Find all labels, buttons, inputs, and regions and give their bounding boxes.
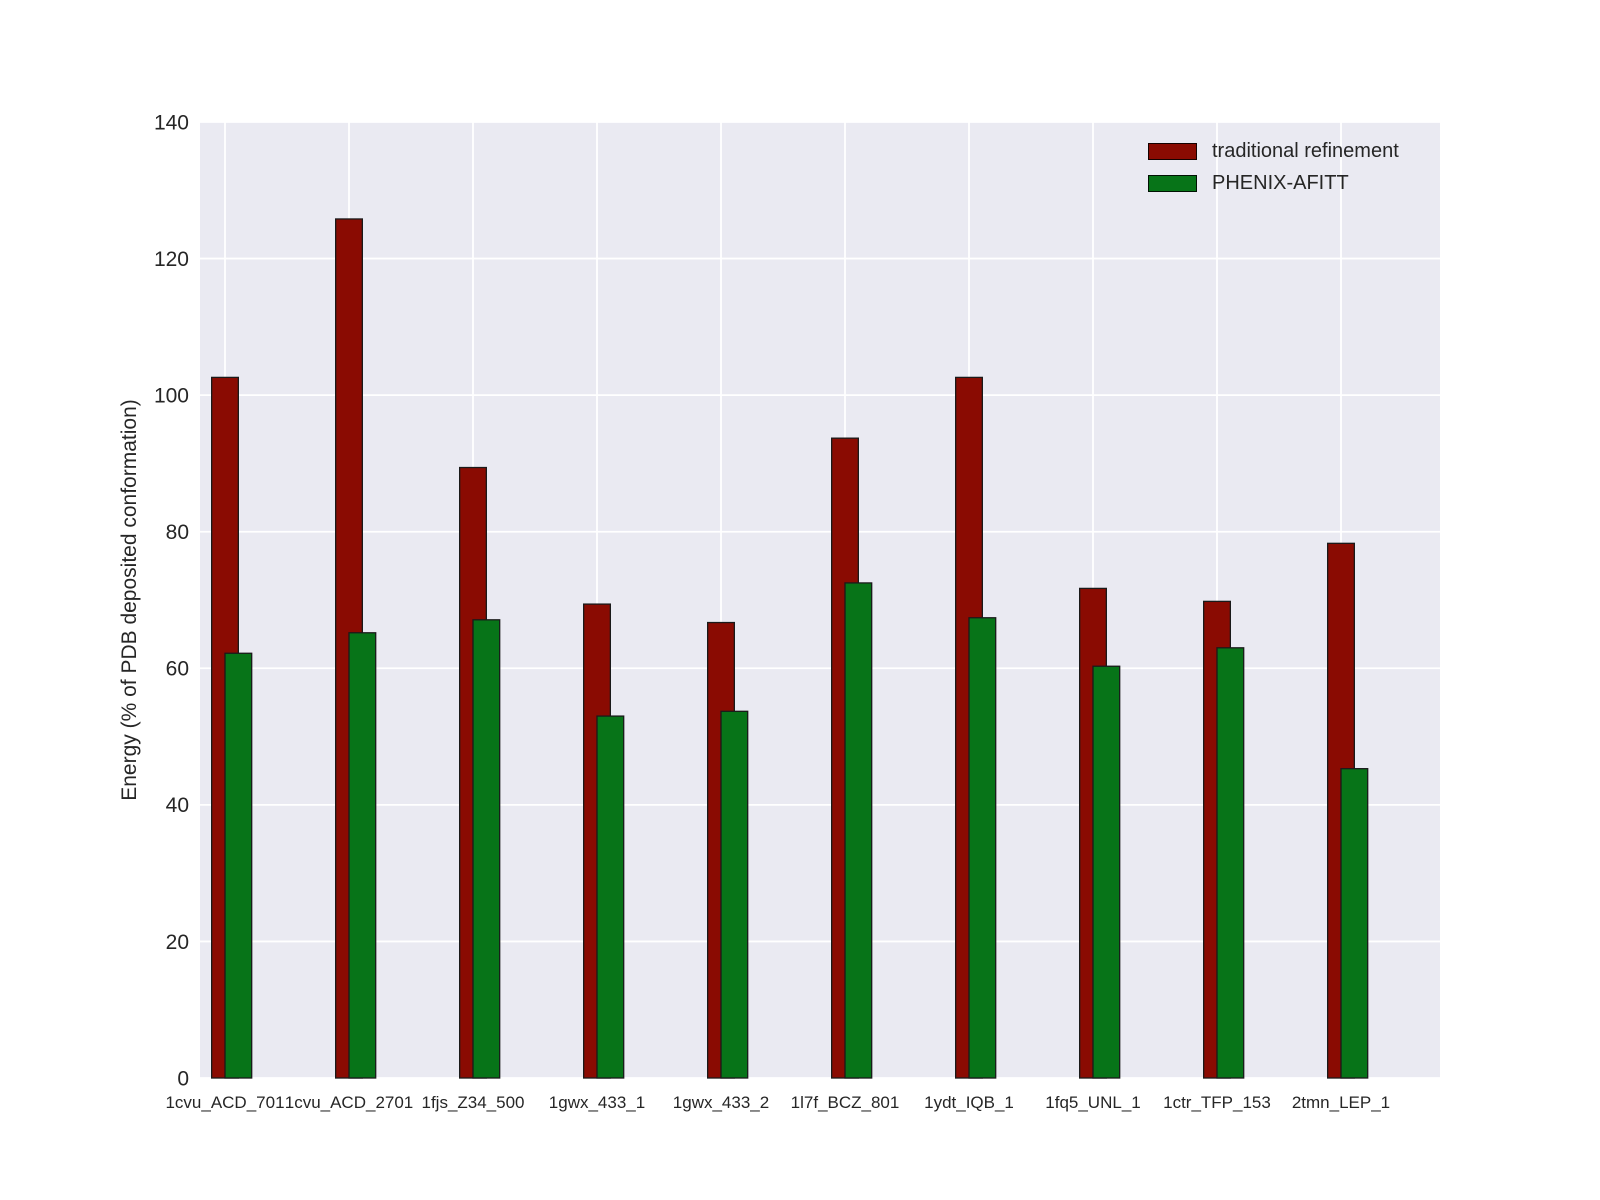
y-tick-label: 60 bbox=[166, 658, 189, 681]
bar-phenix-afitt-1fq5_UNL_1 bbox=[1092, 665, 1121, 1079]
bar-phenix-afitt-1gwx_433_1 bbox=[596, 715, 625, 1079]
x-tick-label-1cvu_ACD_701: 1cvu_ACD_701 bbox=[165, 1093, 284, 1112]
x-tick-label-1ydt_IQB_1: 1ydt_IQB_1 bbox=[924, 1093, 1014, 1112]
legend-swatch-phenix-afitt bbox=[1148, 175, 1197, 192]
x-tick-label-1gwx_433_1: 1gwx_433_1 bbox=[549, 1093, 645, 1112]
bar-phenix-afitt-1ctr_TFP_153 bbox=[1216, 647, 1245, 1079]
y-axis-label: Energy (% of PDB deposited conformation) bbox=[118, 399, 141, 801]
x-tick-label-1gwx_433_2: 1gwx_433_2 bbox=[673, 1093, 769, 1112]
bar-phenix-afitt-1cvu_ACD_701 bbox=[224, 652, 253, 1079]
bar-phenix-afitt-1cvu_ACD_2701 bbox=[348, 632, 377, 1079]
x-tick-label-1fq5_UNL_1: 1fq5_UNL_1 bbox=[1045, 1093, 1140, 1112]
bar-phenix-afitt-2tmn_LEP_1 bbox=[1340, 768, 1369, 1079]
y-tick-label: 0 bbox=[177, 1067, 189, 1090]
bar-phenix-afitt-1ydt_IQB_1 bbox=[968, 617, 997, 1079]
bar-phenix-afitt-1gwx_433_2 bbox=[720, 710, 749, 1079]
x-tick-label-1cvu_ACD_2701: 1cvu_ACD_2701 bbox=[285, 1093, 414, 1112]
y-tick-label: 100 bbox=[154, 384, 189, 407]
y-tick-label: 40 bbox=[166, 794, 189, 817]
legend-label-phenix-afitt: PHENIX-AFITT bbox=[1212, 172, 1349, 194]
y-tick-label: 20 bbox=[166, 931, 189, 954]
legend-item-phenix-afitt: PHENIX-AFITT bbox=[1148, 168, 1399, 199]
bar-phenix-afitt-1fjs_Z34_500 bbox=[472, 619, 501, 1079]
legend-swatch-traditional-refinement bbox=[1148, 143, 1197, 160]
x-tick-label-1ctr_TFP_153: 1ctr_TFP_153 bbox=[1163, 1093, 1271, 1112]
legend: traditional refinement PHENIX-AFITT bbox=[1148, 136, 1399, 199]
y-tick-label: 80 bbox=[166, 521, 189, 544]
bar-phenix-afitt-1l7f_BCZ_801 bbox=[844, 582, 873, 1079]
x-tick-label-2tmn_LEP_1: 2tmn_LEP_1 bbox=[1292, 1093, 1390, 1112]
plot-area: traditional refinement PHENIX-AFITT bbox=[200, 122, 1440, 1078]
legend-item-traditional-refinement: traditional refinement bbox=[1148, 136, 1399, 167]
y-tick-label: 120 bbox=[154, 248, 189, 271]
x-tick-label-1fjs_Z34_500: 1fjs_Z34_500 bbox=[421, 1093, 524, 1112]
x-tick-label-1l7f_BCZ_801: 1l7f_BCZ_801 bbox=[791, 1093, 900, 1112]
y-tick-label: 140 bbox=[154, 111, 189, 134]
legend-label-traditional-refinement: traditional refinement bbox=[1212, 140, 1399, 162]
